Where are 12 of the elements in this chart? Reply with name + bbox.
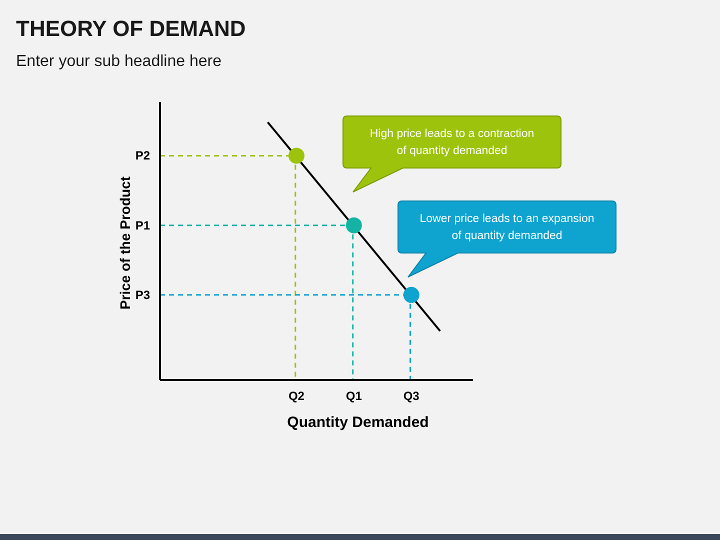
annotation: High price leads to a contraction of quantity demanded	[370, 128, 534, 157]
annotation: Lower price leads to an expansion of quantity demanded	[420, 213, 594, 242]
y-axis-title: Price of the Product	[117, 176, 133, 310]
x-tick-label: Q3	[403, 389, 420, 403]
chart-title: THEORY OF DEMAND	[16, 16, 246, 41]
x-tick-label: Q1	[346, 389, 362, 403]
ref-line-label: P2	[135, 148, 150, 163]
x-tick-label: Q2	[288, 389, 305, 403]
ref-line-label: P1	[135, 218, 150, 232]
x-axis-title: Quantity Demanded	[287, 414, 429, 431]
ref-line-label: P3	[135, 288, 150, 302]
chart-subtitle: Enter your sub headline here	[16, 53, 222, 70]
